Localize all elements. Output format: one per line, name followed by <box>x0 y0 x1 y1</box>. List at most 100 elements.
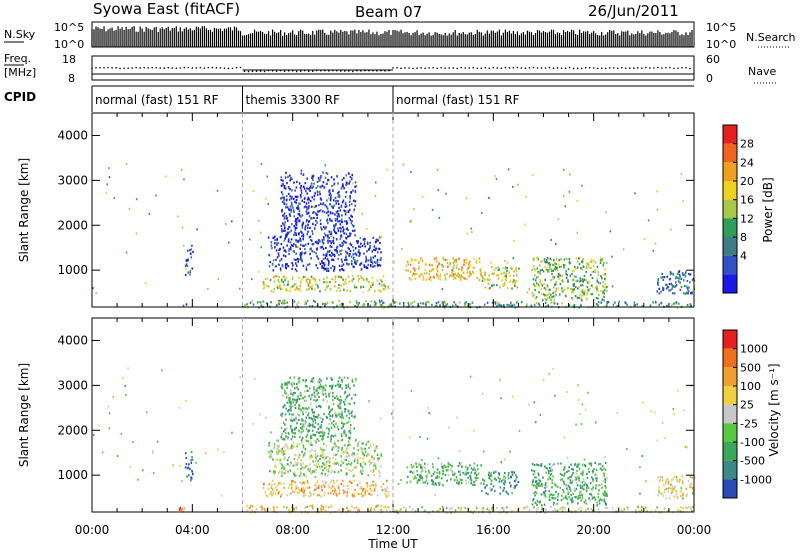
echo-cell <box>604 283 607 286</box>
echo-cell <box>579 484 582 487</box>
echo-cell <box>493 284 495 287</box>
echo-cell <box>350 190 353 194</box>
echo-cell <box>283 300 286 303</box>
echo-cell <box>300 459 302 462</box>
echo-cell <box>429 413 431 415</box>
echo-cell <box>321 184 324 187</box>
echo-cell <box>420 257 422 260</box>
echo-cell <box>363 488 365 491</box>
echo-cell <box>486 301 489 304</box>
echo-cell <box>350 470 352 473</box>
echo-cell <box>451 470 454 473</box>
echo-cell <box>345 241 348 244</box>
colorbar-tick-label: 12 <box>740 212 754 225</box>
echo-cell <box>403 304 405 307</box>
echo-cell <box>312 433 314 436</box>
echo-cell <box>334 458 337 461</box>
echo-cell <box>275 249 278 252</box>
freq-point <box>524 67 527 70</box>
echo-cell <box>353 208 355 211</box>
echo-cell <box>312 507 314 510</box>
echo-cell <box>442 484 444 487</box>
echo-cell <box>309 282 311 285</box>
echo-cell <box>339 412 341 416</box>
echo-cell <box>95 292 97 295</box>
echo-cell <box>541 504 543 507</box>
echo-cell <box>316 255 318 258</box>
echo-cell <box>579 496 581 499</box>
freq-tick-top: 18 <box>62 53 76 66</box>
echo-cell <box>564 205 566 208</box>
echo-cell <box>339 209 342 212</box>
freq-point <box>520 67 523 69</box>
echo-cell <box>673 285 676 289</box>
echo-cell <box>343 283 345 286</box>
echo-cell <box>350 244 353 247</box>
echo-cell <box>382 301 385 304</box>
echo-cell <box>345 258 348 261</box>
echo-cell <box>306 177 308 180</box>
echo-cell <box>309 424 312 427</box>
echo-cell <box>315 186 318 190</box>
echo-cell <box>296 218 298 221</box>
echo-cell <box>327 267 330 270</box>
echo-cell <box>400 479 402 481</box>
echo-cell <box>270 453 272 456</box>
echo-cell <box>674 485 677 488</box>
freq-point <box>299 70 302 72</box>
echo-cell <box>375 467 377 470</box>
echo-cell <box>372 281 374 284</box>
echo-cell <box>287 486 290 489</box>
echo-cell <box>557 462 559 465</box>
echo-cell <box>340 482 343 486</box>
echo-cell <box>460 481 463 484</box>
echo-cell <box>361 489 364 492</box>
echo-cell <box>502 266 504 270</box>
echo-cell <box>339 250 341 253</box>
echo-cell <box>303 185 305 189</box>
echo-cell <box>460 268 463 271</box>
echo-cell <box>609 230 612 233</box>
echo-cell <box>301 436 304 440</box>
echo-cell <box>589 260 592 263</box>
echo-cell <box>356 484 359 487</box>
echo-cell <box>314 469 316 472</box>
echo-cell <box>334 280 337 284</box>
echo-cell <box>691 486 694 490</box>
echo-cell <box>662 494 665 497</box>
echo-cell <box>641 505 643 509</box>
freq-point <box>115 67 117 69</box>
colorbar-swatch <box>723 125 737 144</box>
echo-cell <box>595 479 598 482</box>
echo-cell <box>285 235 287 238</box>
echo-cell <box>538 482 540 485</box>
echo-cell <box>322 398 325 402</box>
echo-cell <box>220 494 223 497</box>
echo-cell <box>367 248 370 251</box>
echo-cell <box>314 277 316 280</box>
echo-cell <box>337 202 340 205</box>
echo-cell <box>299 431 301 434</box>
echo-cell <box>438 476 440 479</box>
echo-cell <box>297 486 300 490</box>
echo-cell <box>321 438 323 441</box>
echo-cell <box>665 480 667 483</box>
echo-cell <box>239 287 241 290</box>
y-tick-label: 1000 <box>57 263 88 277</box>
echo-cell <box>362 461 365 464</box>
echo-cell <box>323 211 326 214</box>
echo-cell <box>207 288 209 290</box>
echo-cell <box>329 410 331 413</box>
echo-cell <box>626 303 628 306</box>
echo-cell <box>300 408 302 411</box>
echo-cell <box>351 505 353 508</box>
echo-cell <box>293 376 296 379</box>
echo-cell <box>258 219 260 222</box>
echo-cell <box>493 272 495 275</box>
echo-cell <box>296 467 298 470</box>
echo-cell <box>368 509 370 512</box>
echo-cell <box>545 508 547 511</box>
echo-cell <box>315 219 317 222</box>
echo-cell <box>553 298 556 301</box>
echo-cell <box>298 239 301 242</box>
